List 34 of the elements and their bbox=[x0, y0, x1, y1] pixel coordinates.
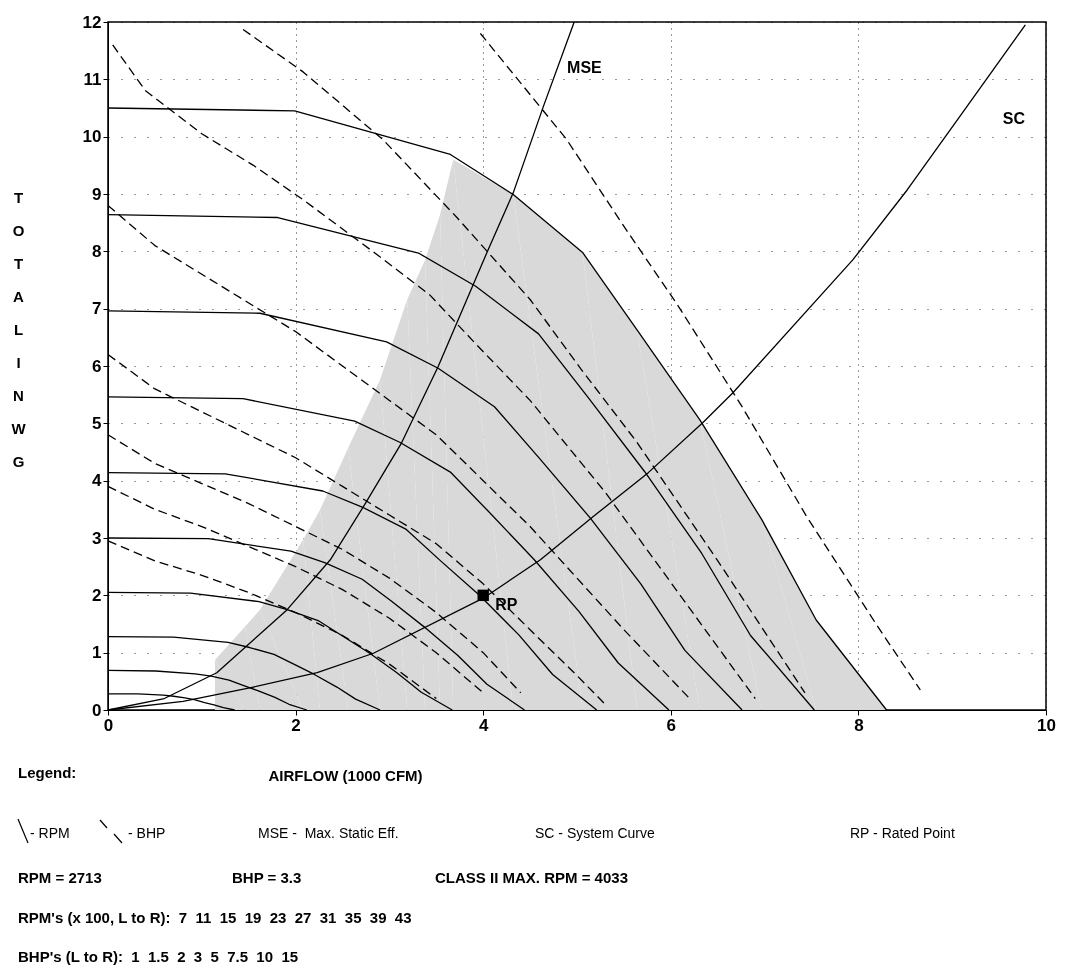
x-tick-label: 10 bbox=[1037, 715, 1056, 735]
x-tick-label: 6 bbox=[666, 715, 677, 735]
x-tick-label: 2 bbox=[291, 715, 301, 735]
text: TOTAL IN WG bbox=[11, 188, 26, 470]
y-tick-label: 4 bbox=[92, 471, 103, 491]
y-tick-label: 6 bbox=[92, 356, 102, 376]
y-tick-label: 1 bbox=[92, 643, 102, 663]
y-tick-label: 5 bbox=[92, 413, 102, 433]
y-tick-label: 8 bbox=[92, 241, 102, 261]
text: RP - Rated Point bbox=[850, 824, 955, 843]
annotation: MSE bbox=[567, 58, 603, 76]
text: MSE - Max. Static Eff. bbox=[258, 824, 399, 843]
text: - BHP bbox=[128, 824, 166, 843]
x-tick-label: 4 bbox=[478, 715, 489, 735]
x-axis-title: AIRFLOW (1000 CFM) bbox=[268, 766, 423, 784]
y-tick-label: 7 bbox=[92, 299, 102, 319]
y-tick-label: 9 bbox=[92, 184, 102, 204]
text: BHP's (L to R): 1 1.5 2 3 5 7.5 10 15 bbox=[18, 947, 299, 967]
y-tick-label: 12 bbox=[82, 12, 102, 32]
y-tick-label: 3 bbox=[92, 528, 102, 548]
text: RPM's (x 100, L to R): 7 11 15 19 23 27 31 35 39 43 bbox=[18, 908, 412, 928]
text: Legend: bbox=[18, 763, 77, 783]
text: BHP = 3.3 bbox=[232, 868, 302, 888]
annotation: RP bbox=[495, 596, 518, 614]
y-tick-label: 0 bbox=[92, 700, 102, 720]
y-tick-label: 11 bbox=[83, 69, 102, 89]
y-tick-label: 10 bbox=[82, 127, 102, 147]
text: - RPM bbox=[30, 824, 70, 843]
x-tick-label: 8 bbox=[854, 715, 864, 735]
annotation: SC bbox=[1002, 110, 1026, 128]
y-tick-label: 2 bbox=[92, 585, 102, 605]
text: RPM = 2713 bbox=[18, 868, 102, 888]
text: CLASS II MAX. RPM = 4033 bbox=[435, 868, 628, 888]
text: SC - System Curve bbox=[535, 824, 655, 843]
